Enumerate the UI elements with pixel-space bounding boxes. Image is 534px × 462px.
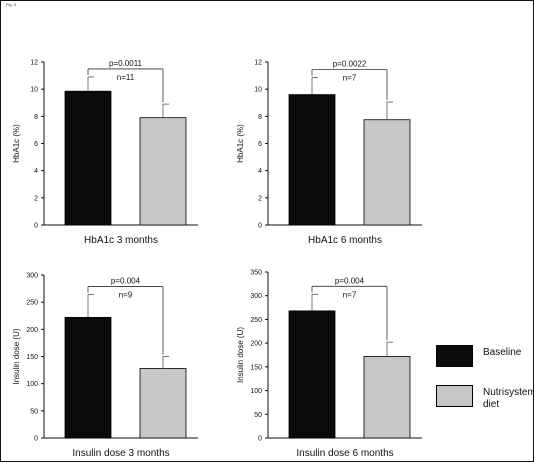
legend-swatch-baseline bbox=[436, 345, 473, 367]
y-tick-label: 0 bbox=[258, 436, 262, 443]
y-axis-label: HbA1c (%) bbox=[12, 124, 21, 163]
y-tick-label: 0 bbox=[34, 436, 38, 443]
y-tick-label: 2 bbox=[258, 195, 262, 202]
y-tick-label: 12 bbox=[254, 60, 262, 67]
bar-baseline bbox=[64, 90, 112, 226]
y-tick-label: 250 bbox=[26, 300, 38, 307]
p-value-label: p=0.0011 bbox=[109, 59, 143, 68]
y-axis-label: Insulin dose (U) bbox=[12, 328, 21, 384]
y-tick-label: 0 bbox=[258, 223, 262, 230]
y-tick-label: 4 bbox=[258, 168, 262, 175]
bar-baseline bbox=[288, 94, 336, 226]
bar-diet bbox=[139, 117, 187, 226]
y-tick-label: 50 bbox=[30, 408, 38, 415]
y-tick-label: 200 bbox=[26, 327, 38, 334]
y-tick-label: 150 bbox=[250, 364, 262, 371]
y-tick-label: 12 bbox=[30, 60, 38, 67]
p-value-label: p=0.004 bbox=[111, 277, 141, 286]
y-tick-label: 250 bbox=[250, 317, 262, 324]
chart-panel-4: 0 50 100 150 200 250 300 350 Insulin dose (U) p=0… bbox=[236, 270, 422, 459]
legend-swatch-diet bbox=[436, 385, 473, 407]
y-tick-label: 300 bbox=[26, 273, 38, 280]
legend-label-baseline: Baseline bbox=[483, 347, 522, 358]
bar-diet bbox=[139, 368, 187, 439]
y-tick-label: 150 bbox=[26, 354, 38, 361]
y-tick-label: 50 bbox=[254, 412, 262, 419]
n-label: n=7 bbox=[343, 74, 357, 83]
chart-panel-3: 0 50 100 150 200 250 300 Insulin dose (U) p=0.00… bbox=[12, 273, 198, 459]
n-label: n=7 bbox=[343, 290, 357, 299]
chart-title: Insulin dose 3 months bbox=[72, 448, 169, 459]
bar-baseline bbox=[64, 316, 112, 439]
n-label: n=9 bbox=[119, 291, 133, 300]
y-tick-label: 10 bbox=[30, 87, 38, 94]
n-label: n=11 bbox=[117, 73, 135, 82]
chart-title: HbA1c 6 months bbox=[308, 235, 382, 246]
legend: Baseline Nutrisystem diet bbox=[436, 345, 534, 425]
y-tick-label: 100 bbox=[250, 388, 262, 395]
chart-title: Insulin dose 6 months bbox=[296, 448, 393, 459]
chart-panel-1: 0 2 4 6 8 10 12 HbA1c (%) p=0.0011 n=11 HbA1c 3 mo… bbox=[12, 59, 198, 246]
figure-label: Fig. 3 bbox=[6, 2, 17, 7]
y-tick-label: 100 bbox=[26, 381, 38, 388]
y-tick-label: 8 bbox=[258, 114, 262, 121]
y-tick-label: 6 bbox=[258, 141, 262, 148]
y-tick-label: 0 bbox=[34, 223, 38, 230]
p-value-label: p=0.004 bbox=[335, 276, 365, 285]
chart-title: HbA1c 3 months bbox=[84, 235, 158, 246]
y-tick-label: 350 bbox=[250, 270, 262, 277]
legend-item-baseline: Baseline bbox=[436, 345, 532, 381]
y-tick-label: 10 bbox=[254, 87, 262, 94]
bar-baseline bbox=[288, 310, 336, 439]
y-tick-label: 8 bbox=[34, 114, 38, 121]
bar-diet bbox=[363, 356, 411, 439]
y-tick-label: 2 bbox=[34, 195, 38, 202]
y-tick-label: 6 bbox=[34, 141, 38, 148]
y-tick-label: 300 bbox=[250, 293, 262, 300]
y-tick-label: 200 bbox=[250, 341, 262, 348]
bar-diet bbox=[363, 119, 411, 226]
legend-item-diet: Nutrisystem diet bbox=[436, 385, 534, 421]
chart-panel-2: 0 2 4 6 8 10 12 HbA1c (%) p=0.0022 n=7 HbA1c 6 mon… bbox=[236, 60, 422, 246]
p-value-label: p=0.0022 bbox=[333, 60, 367, 69]
legend-label-diet: Nutrisystem diet bbox=[483, 387, 534, 410]
y-axis-label: HbA1c (%) bbox=[236, 124, 245, 163]
y-tick-label: 4 bbox=[34, 168, 38, 175]
y-axis-label: Insulin dose (U) bbox=[236, 327, 245, 383]
